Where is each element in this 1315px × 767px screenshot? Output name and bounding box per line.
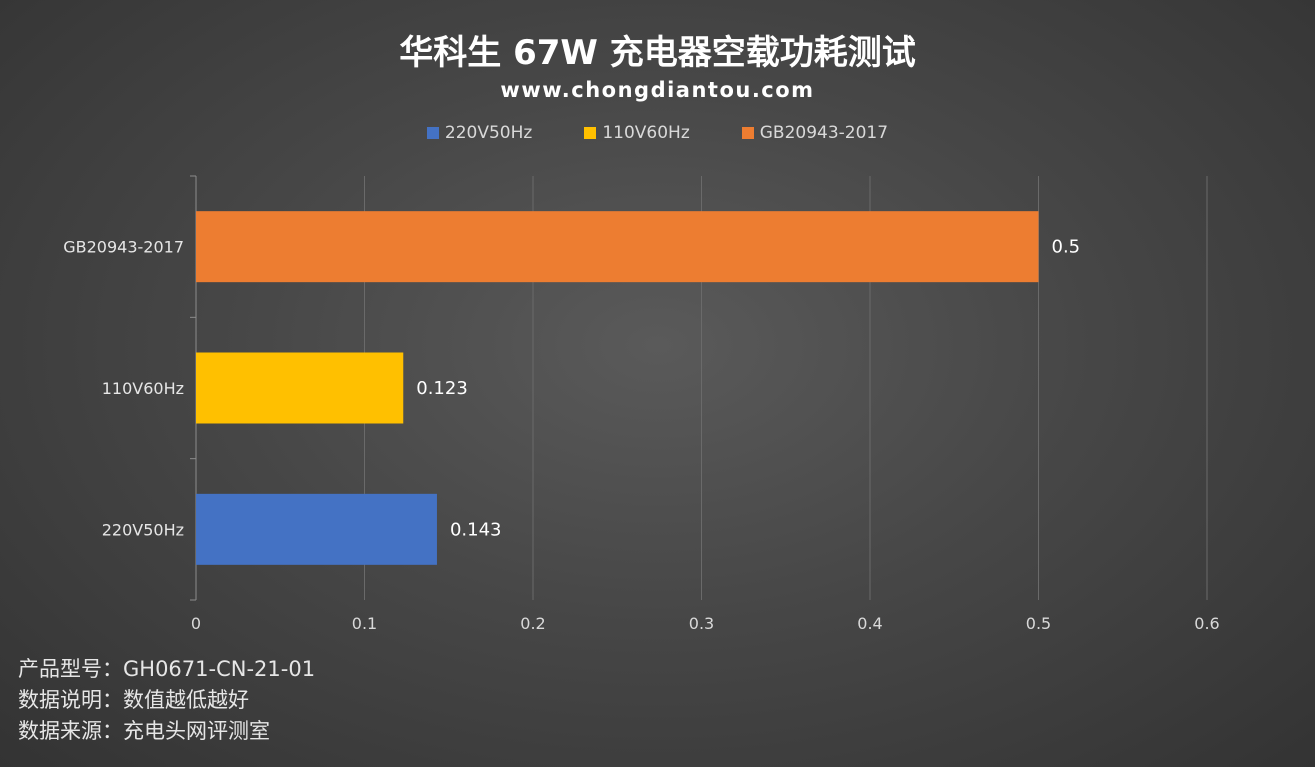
x-tick-label: 0.2 [520,614,545,633]
bar-value-label: 0.143 [450,519,502,540]
footnote-source: 数据来源：充电头网评测室 [18,719,270,743]
legend-label-gb20943: GB20943-2017 [759,123,889,143]
legend-swatch-gb20943 [741,127,754,139]
legend-label-110v60hz: 110V60Hz [602,123,690,143]
legend-item-220v50hz: 220V50Hz [426,122,533,144]
bar-value-label: 0.5 [1052,237,1081,258]
bar [196,352,404,424]
y-category-label: 110V60Hz [102,379,184,398]
footnotes: 产品型号：GH0671-CN-21-01 数据说明：数值越低越好 数据来源：充电… [18,654,315,747]
chart-subtitle: www.chongdiantou.com [500,78,815,102]
x-tick-label: 0.1 [352,614,377,633]
y-category-label: GB20943-2017 [63,238,184,257]
chart-title: 华科生 67W 充电器空载功耗测试 [399,33,916,73]
legend-swatch-110v60hz [584,127,597,139]
y-category-label: 220V50Hz [102,520,184,539]
bar-value-label: 0.123 [416,378,468,399]
legend-swatch-220v50hz [426,127,439,139]
x-tick-label: 0.3 [689,614,714,633]
legend-item-110v60hz: 110V60Hz [584,122,690,144]
legend-item-gb20943: GB20943-2017 [741,122,889,144]
x-tick-label: 0 [191,614,201,633]
x-tick-label: 0.4 [857,614,882,633]
footnote-note: 数据说明：数值越低越好 [18,688,249,712]
x-tick-label: 0.6 [1194,614,1219,633]
footnote-model: 产品型号：GH0671-CN-21-01 [18,657,316,681]
legend-label-220v50hz: 220V50Hz [444,123,533,143]
x-tick-label: 0.5 [1026,614,1051,633]
bar [196,493,437,565]
legend: 220V50Hz 110V60Hz GB20943-2017 [0,122,1315,144]
bar [196,211,1039,283]
